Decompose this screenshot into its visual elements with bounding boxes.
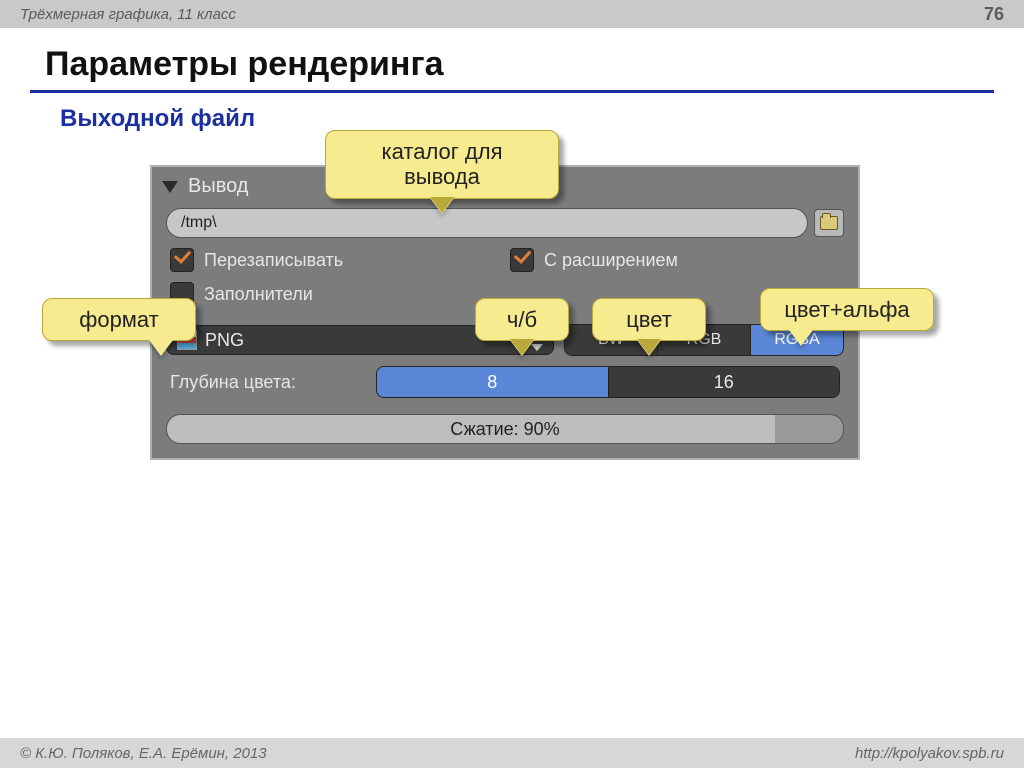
- callout-color-text: цвет: [626, 307, 672, 332]
- overwrite-checkbox[interactable]: [170, 248, 194, 272]
- course-title: Трёхмерная графика, 11 класс: [20, 6, 236, 23]
- page-title: Параметры рендеринга: [45, 45, 444, 84]
- disclosure-triangle-icon[interactable]: [162, 181, 178, 193]
- callout-color-alpha-text: цвет+альфа: [784, 297, 909, 322]
- output-path-input[interactable]: /tmp\: [166, 208, 808, 238]
- compression-slider[interactable]: Сжатие: 90%: [166, 414, 844, 444]
- callout-format-text: формат: [79, 307, 159, 332]
- callout-bw-text: ч/б: [507, 307, 537, 332]
- depth-group: 8 16: [376, 366, 840, 398]
- callout-catalog-text: каталог для вывода: [382, 139, 503, 189]
- extension-checkbox[interactable]: [510, 248, 534, 272]
- overwrite-label: Перезаписывать: [204, 250, 343, 271]
- output-path-value: /tmp\: [181, 214, 217, 232]
- callout-catalog: каталог для вывода: [325, 130, 559, 199]
- browse-button[interactable]: [814, 209, 844, 237]
- depth-label: Глубина цвета:: [170, 372, 360, 393]
- extension-label: С расширением: [544, 250, 678, 271]
- footer-copyright: © К.Ю. Поляков, Е.А. Ерёмин, 2013: [20, 745, 267, 762]
- compression-label: Сжатие: 90%: [450, 419, 559, 440]
- placeholders-label: Заполнители: [204, 284, 313, 305]
- panel-section-label: Вывод: [188, 175, 248, 198]
- depth-8[interactable]: 8: [377, 367, 608, 397]
- slide-footer: © К.Ю. Поляков, Е.А. Ерёмин, 2013 http:/…: [0, 738, 1024, 768]
- folder-icon: [820, 216, 838, 230]
- slide-header: Трёхмерная графика, 11 класс 76: [0, 0, 1024, 28]
- footer-url: http://kpolyakov.spb.ru: [855, 745, 1004, 762]
- callout-color: цвет: [592, 298, 706, 341]
- page-number: 76: [984, 4, 1004, 25]
- callout-color-alpha: цвет+альфа: [760, 288, 934, 331]
- title-divider: [30, 90, 994, 93]
- format-value: PNG: [205, 330, 244, 351]
- callout-bw: ч/б: [475, 298, 569, 341]
- subtitle: Выходной файл: [60, 105, 255, 133]
- callout-format: формат: [42, 298, 196, 341]
- depth-16[interactable]: 16: [608, 367, 840, 397]
